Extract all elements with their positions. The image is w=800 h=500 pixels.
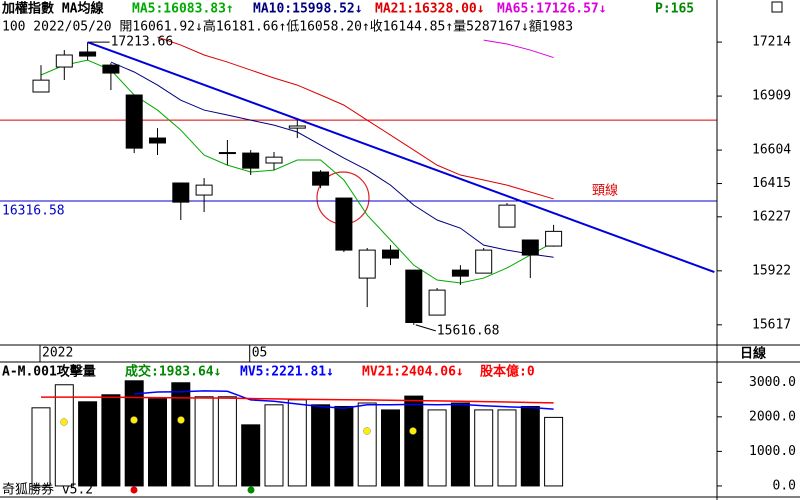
footer: 奇狐勝券 v5.2: [2, 482, 93, 498]
annotation-leader: [415, 324, 436, 332]
y-tick-label: 16227: [752, 209, 791, 224]
volume-bar: [474, 409, 494, 487]
signal-dots: [60, 416, 417, 494]
trendline-label: 頸線: [592, 183, 618, 199]
volume-bar: [404, 395, 424, 487]
x-tick-label: 2022: [42, 346, 73, 361]
y-tick-label: 16604: [752, 143, 791, 158]
annotation-label: 17213.66: [111, 35, 174, 50]
y-tick-label: 0.0: [773, 478, 796, 493]
legend-entry: MV5:2221.81↓: [240, 365, 334, 380]
legend-note: 股本億:0: [480, 364, 535, 380]
candle-body: [475, 249, 493, 274]
volume-bar: [287, 399, 307, 487]
candle-body: [335, 197, 353, 251]
volume-bar: [520, 405, 540, 487]
y-tick-label: 15617: [752, 317, 791, 332]
signal-dot: [130, 486, 138, 494]
volume-bar: [31, 407, 51, 487]
ma-line: [40, 59, 554, 284]
signal-dot: [247, 486, 255, 494]
legend-entry: MV21:2404.06↓: [362, 365, 464, 380]
volume-bar: [101, 394, 121, 487]
candle-body: [498, 204, 516, 228]
y-tick-label: 17214: [752, 35, 791, 50]
y-tick-label: 2000.0: [749, 409, 796, 424]
axis-panel: [717, 0, 800, 500]
chart-title: A-M.001攻擊量: [2, 364, 96, 380]
candle-body: [288, 125, 306, 129]
info-line: 100 2022/05/20 開16061.92↓高16181.66↑低1605…: [2, 19, 573, 35]
y-tick-label: 16415: [752, 176, 791, 191]
x-tick-label: 05: [252, 346, 268, 361]
volume-bar: [427, 409, 447, 487]
chart-title: 加權指數 MA均線: [1, 1, 104, 17]
volume-bar: [171, 382, 191, 487]
candle-body: [172, 182, 190, 203]
y-tick-label: 16909: [752, 89, 791, 104]
candle-body: [312, 171, 330, 186]
volume-bar: [334, 405, 354, 487]
volume-bar: [241, 424, 261, 487]
candle-body: [79, 51, 97, 57]
volume-bar: [124, 380, 144, 487]
candle-body: [125, 94, 143, 149]
volume-bar: [194, 396, 214, 487]
candle-body: [242, 152, 260, 169]
candle-body: [265, 156, 283, 164]
volume-bar: [381, 409, 400, 487]
volume-bar: [357, 402, 377, 487]
candle-body: [32, 79, 50, 93]
signal-dot: [60, 418, 68, 426]
legend-entry: MA5:16083.83↑: [132, 2, 234, 17]
y-tick-label: 1000.0: [749, 444, 796, 459]
legend-entry: MA21:16328.00↓: [375, 2, 485, 17]
legend-entry: MA65:17126.57↓: [497, 2, 607, 17]
signal-dot: [409, 427, 417, 435]
y-tick-label: 3000.0: [749, 375, 796, 390]
menu-icon: [771, 1, 783, 13]
volume-bar: [544, 416, 564, 487]
volume-bar: [217, 396, 237, 487]
header-extra: P:165: [655, 2, 694, 17]
volume-bar: [78, 401, 98, 487]
signal-dot: [130, 416, 138, 424]
candle-body: [521, 239, 539, 256]
candle-body: [451, 269, 469, 277]
legend-entry: MA10:15998.52↓: [253, 2, 363, 17]
candle-body: [218, 152, 236, 155]
legend-entry: 成交:1983.64↓: [125, 364, 221, 380]
annotation-label: 15616.68: [437, 323, 500, 338]
candle-body: [55, 54, 73, 68]
candle-body: [149, 137, 166, 144]
volume-bar: [148, 398, 167, 487]
ma-line: [110, 61, 554, 258]
candle-body: [428, 289, 446, 316]
y-tick-label: 15922: [752, 263, 791, 278]
volume-bar: [497, 409, 517, 487]
candle-body: [358, 249, 376, 279]
candle-body: [102, 64, 120, 74]
signal-dot: [177, 416, 185, 424]
mv-line: [41, 396, 554, 404]
volume-bar: [311, 404, 331, 487]
candle-body: [382, 249, 399, 259]
trendline: [87, 41, 715, 273]
ma-line: [483, 39, 554, 59]
candle-body: [195, 184, 213, 196]
period-label: 日線: [740, 346, 767, 362]
volume-bar: [54, 384, 74, 487]
volume-bar: [264, 404, 284, 487]
candle-body: [405, 269, 423, 324]
reference-label: 16316.58: [2, 203, 65, 218]
candle-body: [545, 230, 563, 247]
mv-line: [134, 390, 554, 410]
ma-line: [157, 36, 554, 200]
volume-bar: [450, 402, 470, 487]
signal-dot: [363, 427, 371, 435]
